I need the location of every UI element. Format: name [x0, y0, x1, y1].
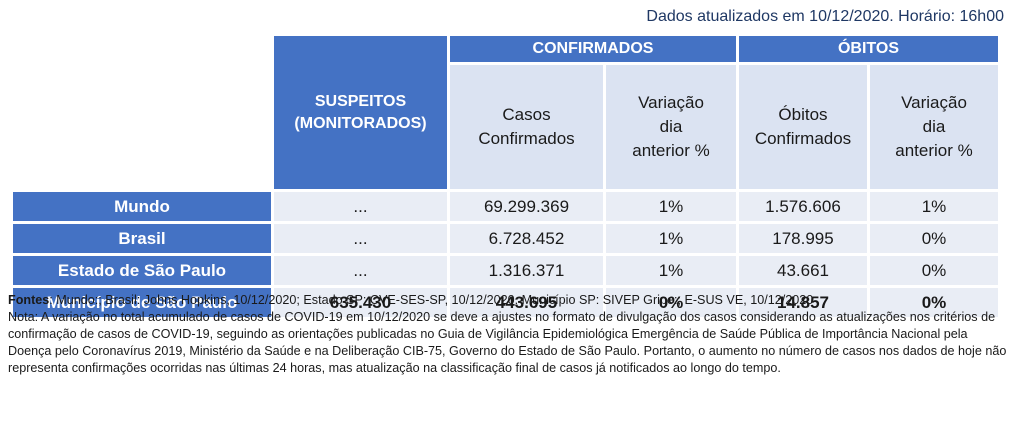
blank-label-cell	[13, 65, 271, 189]
obitos-confirmados-header: Óbitos Confirmados	[739, 65, 867, 189]
subheader-row: Casos Confirmados Variação dia anterior …	[13, 65, 998, 189]
suspeitos-cell: ...	[274, 224, 447, 253]
blank-corner-cell	[13, 36, 271, 62]
update-timestamp: Dados atualizados em 10/12/2020. Horário…	[646, 8, 1004, 25]
obitos-cell: 43.661	[739, 256, 867, 285]
variacao-obitos-header: Variação dia anterior %	[870, 65, 998, 189]
suspeitos-header: SUSPEITOS (MONITORADOS)	[274, 36, 447, 189]
casos-cell: 1.316.371	[450, 256, 603, 285]
variacao-obitos-cell: 0%	[870, 224, 998, 253]
casos-cell: 6.728.452	[450, 224, 603, 253]
row-label: Brasil	[13, 224, 271, 253]
suspeitos-header-line2: (MONITORADOS)	[294, 114, 427, 132]
obitos-cell: 14.857	[739, 288, 867, 317]
variacao-casos-cell: 1%	[606, 256, 736, 285]
obitos-header-line1: Óbitos	[778, 105, 828, 124]
obitos-header-line2: Confirmados	[754, 129, 852, 148]
sources-label: Fontes	[8, 293, 50, 307]
var2-header-line3: anterior %	[895, 141, 973, 160]
suspeitos-header-line1: SUSPEITOS	[314, 92, 407, 110]
var2-header-line1: Variação	[901, 93, 967, 112]
covid-summary-table: SUSPEITOS (MONITORADOS) CONFIRMADOS ÓBIT…	[10, 33, 1001, 320]
variacao-obitos-cell: 1%	[870, 192, 998, 221]
variacao-casos-cell: 0%	[606, 288, 736, 317]
casos-cell: 443.695	[450, 288, 603, 317]
confirmados-group-header: CONFIRMADOS	[450, 36, 736, 62]
table-row-brasil: Brasil ... 6.728.452 1% 178.995 0%	[13, 224, 998, 253]
row-label: Estado de São Paulo	[13, 256, 271, 285]
suspeitos-cell: 635.430	[274, 288, 447, 317]
note-text: Nota: A variação no total acumulado de c…	[8, 310, 1007, 375]
obitos-group-header: ÓBITOS	[739, 36, 998, 62]
suspeitos-cell: ...	[274, 256, 447, 285]
var1-header-line2: dia	[659, 117, 683, 136]
casos-confirmados-header: Casos Confirmados	[450, 65, 603, 189]
variacao-casos-cell: 1%	[606, 192, 736, 221]
sources-line: Fontes: Mundo:; Brasil: Johns Hopkins, 1…	[8, 292, 1013, 309]
table-row-mundo: Mundo ... 69.299.369 1% 1.576.606 1%	[13, 192, 998, 221]
casos-cell: 69.299.369	[450, 192, 603, 221]
sources-text: : Mundo:; Brasil: Johns Hopkins, 10/12/2…	[49, 293, 814, 307]
obitos-cell: 178.995	[739, 224, 867, 253]
casos-header-line2: Confirmados	[478, 129, 575, 148]
variacao-obitos-cell: 0%	[870, 288, 998, 317]
casos-header-line1: Casos	[502, 105, 551, 124]
var1-header-line1: Variação	[638, 93, 704, 112]
variacao-obitos-cell: 0%	[870, 256, 998, 285]
group-header-row: SUSPEITOS (MONITORADOS) CONFIRMADOS ÓBIT…	[13, 36, 998, 189]
table-row-estado-sp: Estado de São Paulo ... 1.316.371 1% 43.…	[13, 256, 998, 285]
var1-header-line3: anterior %	[632, 141, 710, 160]
footer-notes: Fontes: Mundo:; Brasil: Johns Hopkins, 1…	[8, 292, 1013, 377]
obitos-cell: 1.576.606	[739, 192, 867, 221]
table-row-municipio-sp: Município de São Paulo 635.430 443.695 0…	[13, 288, 998, 317]
row-label: Município de São Paulo	[13, 288, 271, 317]
suspeitos-cell: ...	[274, 192, 447, 221]
variacao-casos-cell: 1%	[606, 224, 736, 253]
row-label: Mundo	[13, 192, 271, 221]
var2-header-line2: dia	[922, 117, 946, 136]
variacao-casos-header: Variação dia anterior %	[606, 65, 736, 189]
